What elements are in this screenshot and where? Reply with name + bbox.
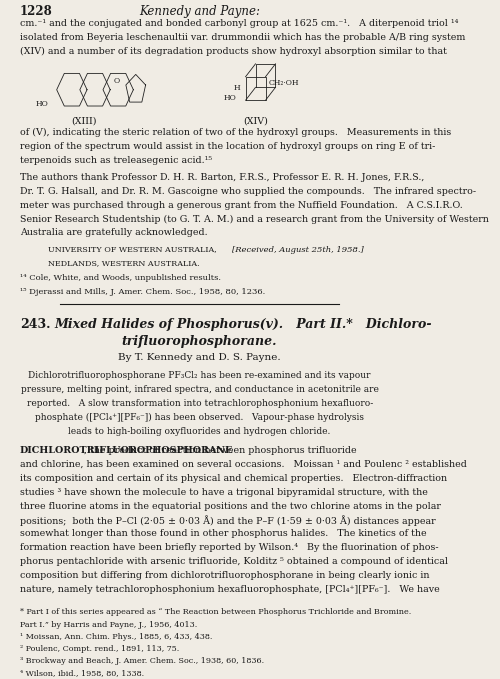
Text: nature, namely tetrachlorophosphonium hexafluorophosphate, [PCl₄⁺][PF₆⁻].   We h: nature, namely tetrachlorophosphonium he…: [20, 585, 440, 593]
Text: reported.   A slow transformation into tetrachlorophosphonium hexafluoro-: reported. A slow transformation into tet…: [26, 399, 373, 408]
Text: HO: HO: [224, 94, 236, 103]
Text: its composition and certain of its physical and chemical properties.   Electron-: its composition and certain of its physi…: [20, 474, 447, 483]
Text: 243.: 243.: [20, 318, 50, 331]
Text: formation reaction have been briefly reported by Wilson.⁴   By the fluorination : formation reaction have been briefly rep…: [20, 543, 438, 552]
Text: Australia are gratefully acknowledged.: Australia are gratefully acknowledged.: [20, 228, 208, 237]
Text: Part I.” by Harris and Payne, J., 1956, 4013.: Part I.” by Harris and Payne, J., 1956, …: [20, 621, 197, 629]
Text: Dichlorotrifluorophosphorane PF₃Cl₂ has been re-examined and its vapour: Dichlorotrifluorophosphorane PF₃Cl₂ has …: [28, 371, 371, 380]
Text: ³ Brockway and Beach, J. Amer. Chem. Soc., 1938, 60, 1836.: ³ Brockway and Beach, J. Amer. Chem. Soc…: [20, 657, 264, 665]
Text: (XIV) and a number of its degradation products show hydroxyl absorption similar : (XIV) and a number of its degradation pr…: [20, 46, 447, 56]
Text: [Received, August 25th, 1958.]: [Received, August 25th, 1958.]: [232, 246, 364, 253]
Text: of (V), indicating the steric relation of two of the hydroxyl groups.   Measurem: of (V), indicating the steric relation o…: [20, 128, 451, 137]
Text: ⁴ Wilson, ibid., 1958, 80, 1338.: ⁴ Wilson, ibid., 1958, 80, 1338.: [20, 669, 144, 677]
Text: Dr. T. G. Halsall, and Dr. R. M. Gascoigne who supplied the compounds.   The inf: Dr. T. G. Halsall, and Dr. R. M. Gascoig…: [20, 187, 476, 196]
Text: NEDLANDS, WESTERN AUSTRALIA.: NEDLANDS, WESTERN AUSTRALIA.: [48, 259, 200, 268]
Text: somewhat longer than those found in other phosphorus halides.   The kinetics of : somewhat longer than those found in othe…: [20, 529, 426, 538]
Text: pressure, melting point, infrared spectra, and conductance in acetonitrile are: pressure, melting point, infrared spectr…: [20, 385, 378, 394]
Text: composition but differing from dichlorotrifluorophosphorane in being clearly ion: composition but differing from dichlorot…: [20, 571, 430, 580]
Text: region of the spectrum would assist in the location of hydroxyl groups on ring E: region of the spectrum would assist in t…: [20, 142, 436, 151]
Text: cm.⁻¹ and the conjugated and bonded carbonyl group at 1625 cm.⁻¹.   A diterpenoi: cm.⁻¹ and the conjugated and bonded carb…: [20, 19, 458, 28]
Text: terpenoids such as treleasegenic acid.¹⁵: terpenoids such as treleasegenic acid.¹⁵: [20, 155, 212, 164]
Text: CH₂·OH: CH₂·OH: [268, 79, 299, 87]
Text: Senior Research Studentship (to G. T. A. M.) and a research grant from the Unive: Senior Research Studentship (to G. T. A.…: [20, 215, 489, 223]
Text: * Part I of this series appeared as “ The Reaction between Phosphorus Trichlorid: * Part I of this series appeared as “ Th…: [20, 608, 411, 617]
Text: phorus pentachloride with arsenic trifluoride, Kolditz ⁵ obtained a compound of : phorus pentachloride with arsenic triflu…: [20, 557, 448, 566]
Text: positions;  both the P–Cl (2·05 ± 0·03 Å) and the P–F (1·59 ± 0·03 Å) distances : positions; both the P–Cl (2·05 ± 0·03 Å)…: [20, 515, 436, 526]
Text: , the product of reaction between phosphorus trifluoride: , the product of reaction between phosph…: [84, 446, 357, 456]
Text: phosphate ([PCl₄⁺][PF₆⁻]) has been observed.   Vapour-phase hydrolysis: phosphate ([PCl₄⁺][PF₆⁻]) has been obser…: [35, 413, 364, 422]
Text: Mixed Halides of Phosphorus(v).   Part II.*   Dichloro-: Mixed Halides of Phosphorus(v). Part II.…: [54, 318, 432, 331]
Text: H: H: [234, 84, 240, 92]
Text: 1228: 1228: [20, 5, 52, 18]
Text: DICHLOROTRIFLUOROPHOSPHORANE: DICHLOROTRIFLUOROPHOSPHORANE: [20, 446, 233, 456]
Text: isolated from Beyeria leschenaultii var. drummondii which has the probable A/B r: isolated from Beyeria leschenaultii var.…: [20, 33, 466, 41]
Text: By T. Kennedy and D. S. Payne.: By T. Kennedy and D. S. Payne.: [118, 352, 281, 362]
Text: studies ³ have shown the molecule to have a trigonal bipyramidal structure, with: studies ³ have shown the molecule to hav…: [20, 488, 428, 497]
Text: trifluorophosphorane.: trifluorophosphorane.: [122, 335, 278, 348]
Text: (XIII): (XIII): [71, 116, 96, 125]
Text: The authors thank Professor D. H. R. Barton, F.R.S., Professor E. R. H. Jones, F: The authors thank Professor D. H. R. Bar…: [20, 173, 424, 182]
Text: Kennedy and Payne:: Kennedy and Payne:: [139, 5, 260, 18]
Text: leads to high-boiling oxyfluorides and hydrogen chloride.: leads to high-boiling oxyfluorides and h…: [68, 426, 331, 436]
Text: O: O: [114, 77, 120, 85]
Text: UNIVERSITY OF WESTERN AUSTRALIA,: UNIVERSITY OF WESTERN AUSTRALIA,: [48, 246, 216, 253]
Text: ¹⁴ Cole, White, and Woods, unpublished results.: ¹⁴ Cole, White, and Woods, unpublished r…: [20, 274, 221, 282]
Text: meter was purchased through a generous grant from the Nuffield Foundation.   A C: meter was purchased through a generous g…: [20, 200, 462, 210]
Text: ² Poulenc, Compt. rend., 1891, 113, 75.: ² Poulenc, Compt. rend., 1891, 113, 75.: [20, 645, 179, 653]
Text: ¹ Moissan, Ann. Chim. Phys., 1885, 6, 433, 438.: ¹ Moissan, Ann. Chim. Phys., 1885, 6, 43…: [20, 633, 212, 641]
Text: and chlorine, has been examined on several occasions.   Moissan ¹ and Poulenc ² : and chlorine, has been examined on sever…: [20, 460, 467, 469]
Text: (XIV): (XIV): [243, 116, 268, 125]
Text: ¹⁵ Djerassi and Mills, J. Amer. Chem. Soc., 1958, 80, 1236.: ¹⁵ Djerassi and Mills, J. Amer. Chem. So…: [20, 288, 265, 296]
Text: three fluorine atoms in the equatorial positions and the two chlorine atoms in t: three fluorine atoms in the equatorial p…: [20, 502, 441, 511]
Text: HO: HO: [36, 100, 48, 108]
